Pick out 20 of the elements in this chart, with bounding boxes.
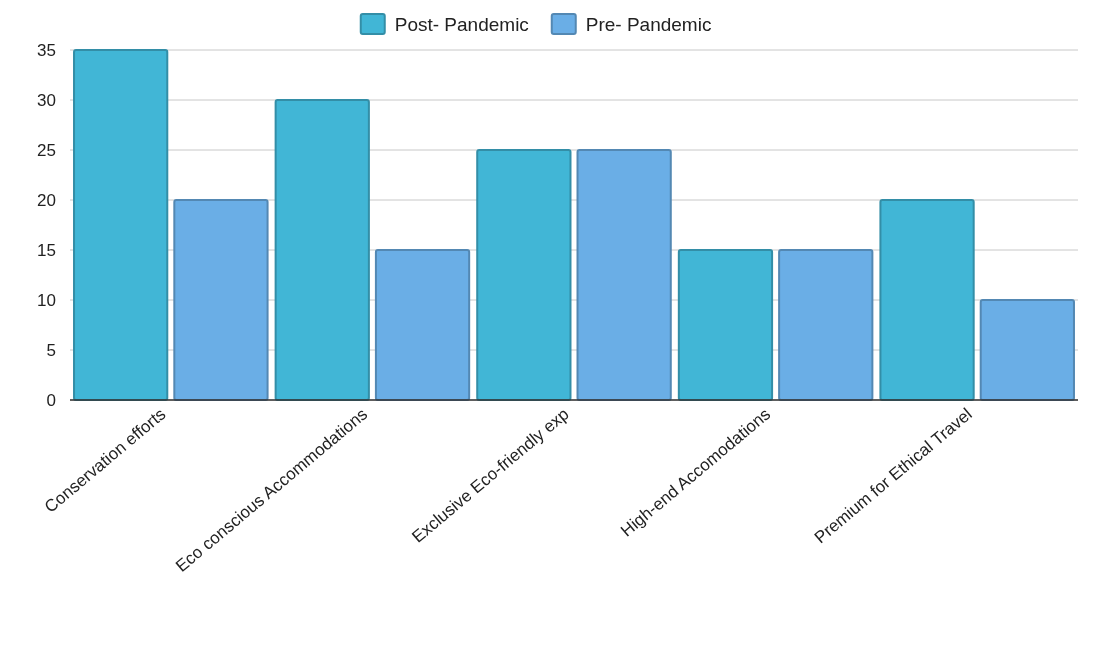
- bar: [576, 149, 672, 401]
- y-tick-label: 35: [37, 40, 56, 60]
- y-tick-label: 30: [37, 90, 56, 110]
- legend-label: Post- Pandemic: [394, 13, 529, 35]
- bar: [274, 99, 370, 401]
- bar: [374, 249, 471, 401]
- y-tick-label: 0: [46, 390, 56, 410]
- bar: [778, 249, 874, 401]
- y-tick-label: 20: [37, 190, 56, 210]
- y-tick-label: 10: [37, 290, 56, 310]
- legend-label: Pre- Pandemic: [585, 13, 712, 35]
- bar: [879, 199, 975, 401]
- y-tick-label: 5: [46, 340, 56, 360]
- bar: [476, 149, 572, 401]
- bar: [173, 199, 269, 401]
- bar: [677, 249, 774, 401]
- y-tick-label: 25: [37, 140, 56, 160]
- bar: [73, 49, 169, 401]
- y-tick-label: 15: [37, 240, 56, 260]
- bar: [979, 299, 1075, 401]
